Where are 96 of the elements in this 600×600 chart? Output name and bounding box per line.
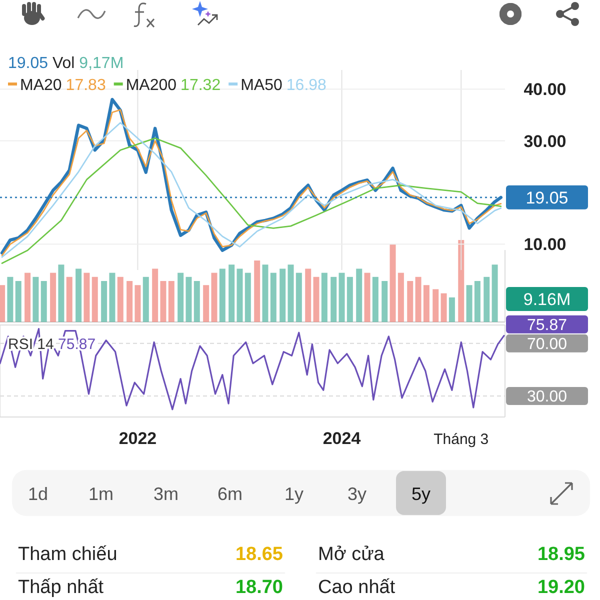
bar (76, 268, 82, 322)
bar (0, 285, 6, 322)
bar (288, 264, 294, 322)
y-tick-label: 40.00 (524, 80, 566, 100)
bar (382, 281, 388, 322)
bar (134, 285, 141, 322)
bar (313, 276, 320, 322)
bar (407, 281, 414, 322)
bar (440, 293, 447, 322)
text: Thấp nhất (18, 577, 104, 598)
bar (415, 276, 422, 322)
x-tick-label: Tháng 3 (434, 431, 489, 448)
legend-label: MA50 (240, 77, 282, 94)
text: 1y (284, 484, 304, 504)
bar (321, 272, 328, 322)
bar (432, 289, 439, 322)
bar (142, 276, 149, 322)
bar (364, 272, 370, 322)
annotation: Vol (48, 55, 75, 72)
text: Tham chiếu (18, 544, 118, 565)
bar (372, 276, 378, 322)
text: 18.70 (235, 577, 283, 598)
bar (7, 276, 14, 322)
bar (338, 272, 345, 322)
x-tick-label: 2024 (322, 429, 362, 448)
annotation: 17.32 (180, 77, 221, 94)
bar (398, 272, 404, 322)
bar (262, 264, 268, 322)
bar (330, 276, 337, 322)
bar (228, 264, 235, 322)
bar (117, 276, 124, 322)
bar (390, 244, 396, 322)
bar (58, 264, 64, 322)
annotation: 9,17M (74, 55, 124, 72)
text: 18.95 (537, 544, 586, 565)
y-tick-label: 30.00 (524, 132, 566, 151)
legend-label: MA200 (126, 77, 177, 94)
bar (244, 272, 251, 322)
bar (211, 272, 218, 322)
bar (40, 281, 47, 322)
text: 3y (347, 484, 367, 504)
bar (296, 272, 302, 322)
y-tick-label: 70.00 (526, 336, 568, 353)
text: 9.16M (523, 290, 571, 309)
bar (356, 268, 362, 322)
bar (492, 264, 498, 322)
bar (15, 281, 22, 322)
bar (84, 272, 90, 322)
bar (466, 285, 472, 322)
bar (109, 272, 116, 322)
y-tick-label: 10.00 (524, 235, 566, 254)
annotation: 17.83 (66, 77, 106, 94)
annotation: 16.98 (286, 77, 327, 94)
text: Mở cửa (318, 544, 385, 565)
text: 75.87 (526, 316, 568, 334)
y-tick-label: 30.00 (526, 388, 568, 406)
bar (32, 276, 39, 322)
bar (178, 272, 184, 322)
bar (280, 268, 286, 322)
bar (186, 276, 192, 322)
bar (168, 281, 174, 322)
bar (448, 297, 455, 322)
line-series (0, 328, 505, 410)
bar (160, 281, 166, 322)
bar (474, 281, 480, 322)
text: 19.20 (537, 577, 585, 598)
bar (305, 268, 312, 322)
legend-label: MA20 (20, 77, 62, 94)
bar (92, 276, 98, 322)
text: 1m (88, 484, 114, 504)
bar (254, 260, 260, 322)
bar (50, 272, 56, 322)
bar (270, 272, 276, 322)
bar (66, 276, 72, 322)
bar (458, 240, 464, 322)
line-series (1, 138, 502, 264)
text: 18.65 (235, 544, 284, 565)
bar (194, 281, 200, 322)
bar (346, 276, 353, 322)
text: 6m (217, 484, 243, 504)
bar (126, 281, 133, 322)
bar (423, 285, 430, 322)
bar (484, 276, 490, 322)
text: 5y (411, 484, 431, 504)
text: 1d (28, 484, 48, 504)
bar (101, 281, 108, 322)
annotation: 19.05 (8, 55, 48, 72)
bar (203, 285, 210, 322)
bar (236, 268, 243, 322)
x-tick-label: 2022 (118, 429, 157, 448)
bar (219, 268, 226, 322)
ref-line-label: 19.05 (526, 188, 568, 208)
text: Cao nhất (318, 577, 396, 598)
bar (152, 268, 158, 322)
bar (24, 272, 31, 322)
text: 3m (153, 484, 179, 504)
